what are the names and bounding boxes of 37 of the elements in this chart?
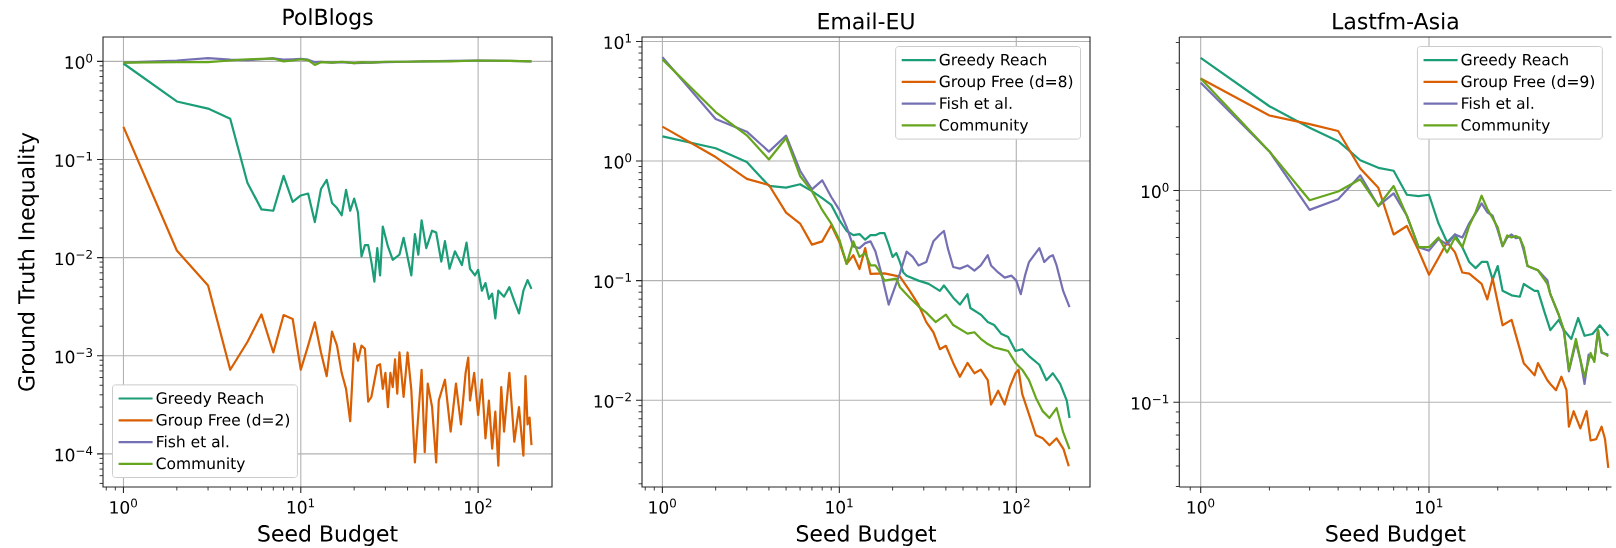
y-axis-title: Ground Truth Inequality xyxy=(17,132,39,391)
legend-label: Group Free (d=9) xyxy=(1461,75,1595,91)
chart-title: PolBlogs xyxy=(283,8,373,30)
legend-label: Fish et al. xyxy=(157,435,229,448)
y-tick-label: 10$^{0}$ xyxy=(65,53,93,69)
chart-title: Lastfm-Asia xyxy=(1333,12,1458,30)
x-tick-label: 10$^{0}$ xyxy=(1187,498,1215,514)
y-tick-label: 10$^{−1}$ xyxy=(1131,394,1169,410)
legend-label: Fish et al. xyxy=(1462,97,1534,110)
chart-title: Email-EU xyxy=(818,12,914,30)
x-axis-title: Seed Budget xyxy=(1326,524,1466,547)
y-tick-label: 10$^{1}$ xyxy=(604,33,631,50)
legend-label: Greedy Reach xyxy=(939,53,1047,69)
x-tick-label: 10$^{0}$ xyxy=(110,498,138,514)
legend-label: Greedy Reach xyxy=(1461,53,1568,69)
x-tick-label: 10$^{1}$ xyxy=(287,498,315,514)
x-tick-label: 10$^{2}$ xyxy=(465,498,492,514)
legend-label: Group Free (d=8) xyxy=(939,75,1073,91)
x-tick-label: 10$^{2}$ xyxy=(1003,498,1030,514)
y-tick-label: 10$^{0}$ xyxy=(604,153,632,169)
legend-label: Community xyxy=(1461,118,1550,134)
legend-label: Community xyxy=(939,118,1029,134)
legend-label: Fish et al. xyxy=(940,97,1012,110)
x-tick-label: 10$^{1}$ xyxy=(826,498,853,514)
legend-label: Greedy Reach xyxy=(156,391,263,407)
y-tick-label: 10$^{−1}$ xyxy=(55,151,92,168)
y-tick-label: 10$^{−4}$ xyxy=(55,446,93,462)
y-tick-label: 10$^{−2}$ xyxy=(55,249,92,266)
y-tick-label: 10$^{−3}$ xyxy=(55,348,93,364)
x-tick-label: 10$^{1}$ xyxy=(1416,498,1443,514)
legend-label: Group Free (d=2) xyxy=(156,413,290,429)
x-tick-label: 10$^{0}$ xyxy=(649,498,676,514)
y-tick-label: 10$^{−1}$ xyxy=(594,273,631,289)
x-axis-title: Seed Budget xyxy=(258,524,398,547)
y-tick-label: 10$^{−2}$ xyxy=(594,392,631,408)
legend-label: Community xyxy=(156,457,245,473)
x-axis-title: Seed Budget xyxy=(796,524,937,547)
